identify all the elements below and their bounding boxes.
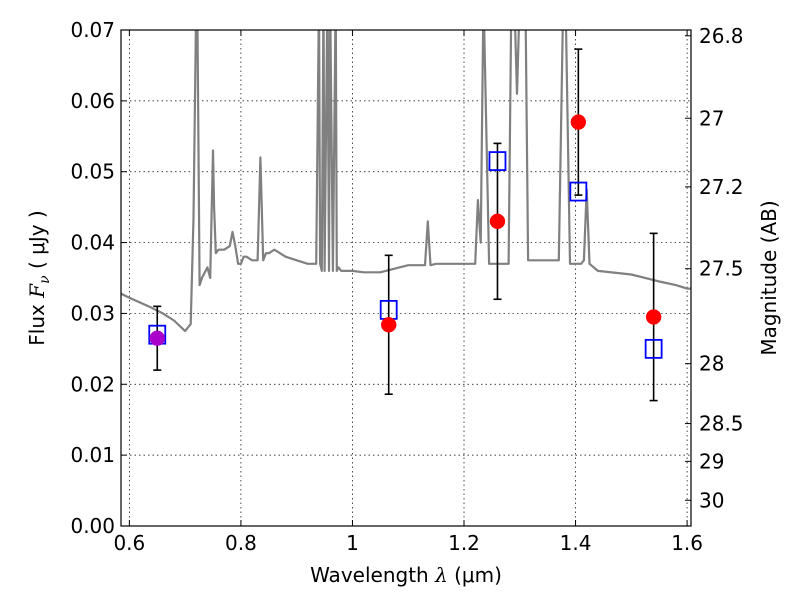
y2-tick-label: 27 — [699, 106, 724, 130]
spectrum-layer — [121, 30, 691, 333]
y2-tick-label: 27.2 — [699, 175, 744, 199]
model-point — [644, 338, 663, 359]
y2-axis-label: Magnitude (AB) — [757, 200, 781, 355]
y2-tick-label: 29 — [699, 449, 724, 473]
ticks — [121, 29, 691, 527]
observed-point — [149, 330, 166, 346]
x-tick-label: 0.8 — [225, 531, 257, 555]
observed-point — [489, 213, 506, 230]
model-point — [569, 181, 588, 202]
y-tick-label: 0.05 — [70, 160, 115, 184]
y-tick-label: 0.04 — [70, 231, 115, 255]
x-tick-label: 1.4 — [560, 531, 592, 555]
y2-tick-label: 26.8 — [699, 24, 744, 48]
observed-point — [645, 309, 662, 325]
y-tick-label: 0.07 — [70, 18, 115, 42]
observed-point — [570, 114, 587, 130]
observed-marker-layer — [149, 114, 662, 346]
tick-labels: 0.6 0.8 1 1.2 1.4 1.6 0.00 0.01 0.02 0.03 0.04 0.05… — [70, 18, 743, 555]
y-tick-label: 0.00 — [70, 514, 115, 538]
plot-frame — [120, 29, 692, 527]
y-tick-label: 0.03 — [70, 301, 115, 325]
y2-tick-label: 28.5 — [699, 412, 744, 436]
observed-point — [380, 317, 397, 333]
spectrum-line — [121, 30, 691, 333]
x-tick-label: 1.6 — [671, 531, 703, 555]
x-tick-label: 1.2 — [448, 531, 480, 555]
y-tick-label: 0.02 — [70, 372, 115, 396]
x-tick-label: 0.6 — [113, 531, 145, 555]
y-tick-label: 0.06 — [70, 89, 115, 113]
y2-tick-label: 28 — [699, 352, 724, 376]
y-axis-label: Flux Fν ( μJy ) — [25, 210, 53, 345]
y2-tick-label: 27.5 — [699, 257, 744, 281]
y-tick-label: 0.01 — [70, 443, 115, 467]
y2-tick-label: 30 — [699, 488, 724, 512]
model-point — [488, 151, 507, 171]
x-tick-label: 1 — [346, 531, 359, 555]
x-axis-label: Wavelength λ (μm) — [310, 563, 502, 587]
